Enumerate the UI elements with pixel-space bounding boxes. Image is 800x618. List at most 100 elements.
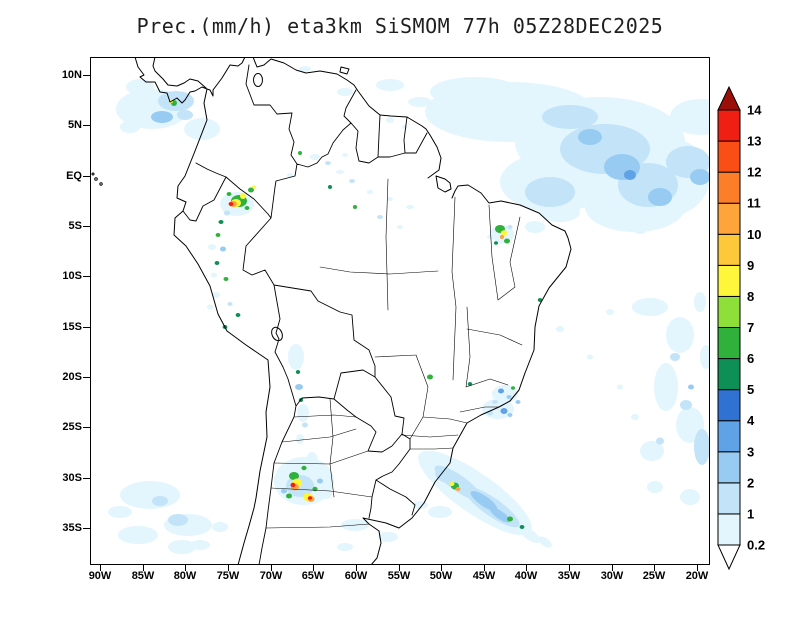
precip-cell [108,506,132,518]
precip-cell [224,211,230,216]
precip-cell [120,481,180,509]
precip-cell [297,404,309,422]
precip-cell [430,77,520,107]
precip-cell [427,375,433,380]
precip-cell [680,400,692,410]
precip-cell [694,429,710,465]
colorbar-level-label: 5 [747,382,754,397]
precip-cell [317,479,323,484]
colorbar-segment [718,328,740,359]
precip-cell [688,385,694,390]
precip-cell [325,161,331,165]
precip-cell [656,438,664,445]
precip-cell [507,517,513,522]
precip-cell [227,192,232,196]
colorbar-level-label: 11 [747,196,761,211]
precip-cell [212,522,228,532]
lon-tick [100,565,101,571]
lake-maracaibo [254,74,263,87]
precip-cell [190,540,210,550]
colorbar-segment [718,296,740,327]
precip-cell [670,353,680,361]
lon-tick [185,565,186,571]
colorbar-level-label: 4 [747,413,755,428]
precip-cell [151,111,173,123]
galapagos-islands [92,173,102,185]
precip-cell [386,117,394,123]
colorbar-segment [718,234,740,265]
precip-cell [494,241,498,245]
precip-cell [240,193,246,199]
colorbar-level-label: 0.2 [747,538,765,553]
precip-cell [207,305,213,310]
lon-tick [356,565,357,571]
lon-tick [612,565,613,571]
lon-tick-label: 50W [423,570,459,582]
precip-cell [328,185,332,189]
map-plot-area [90,57,710,565]
lat-tick [83,528,90,529]
precip-cell [336,170,344,174]
colorbar-segment [718,390,740,421]
precip-cell [520,525,525,529]
precip-cell [229,202,234,206]
precip-cell [556,326,564,332]
precip-cell [208,244,216,250]
lat-tick-label: EQ [46,170,82,182]
lon-tick-label: 80W [167,570,203,582]
precip-cell [281,489,287,494]
lon-tick [441,565,442,571]
lon-tick-label: 30W [594,570,630,582]
precip-cell [301,466,306,470]
precip-cell [353,205,357,209]
precip-cell [296,434,304,444]
colorbar-segment [718,141,740,172]
lat-tick-label: 30S [46,472,82,484]
lon-tick [526,565,527,571]
precip-cell [525,177,575,207]
colorbar-over-arrow [718,87,740,110]
precip-cell [694,292,706,312]
lat-tick-label: 5S [46,220,82,232]
precip-cell [288,344,304,370]
precip-cell [498,389,504,394]
precip-cell [666,317,694,353]
precip-cell [349,179,355,183]
precip-shading-layer [108,66,710,554]
lat-tick-label: 5N [46,119,82,131]
precip-cell [236,313,241,317]
lon-tick [313,565,314,571]
precip-cell [606,309,614,315]
precip-cell [376,79,404,91]
precip-cell [487,235,493,239]
precip-cell [126,79,154,95]
lat-tick [83,327,90,328]
precip-cell [184,118,220,140]
precip-cell [216,233,221,237]
precip-cell [296,370,300,374]
precip-cell [508,413,513,417]
precip-cell [310,154,320,160]
colorbar-level-label: 2 [747,475,754,490]
chart-title: Prec.(mm/h) eta3km SiSMOM 77h 05Z28DEC20… [90,14,710,38]
lon-tick [399,565,400,571]
lat-tick [83,478,90,479]
precip-cell [578,129,602,145]
colorbar-segment [718,452,740,483]
lat-tick-label: 15S [46,321,82,333]
lat-tick [83,226,90,227]
precip-cell [152,496,168,506]
precip-cell [337,543,353,551]
lat-tick [83,176,90,177]
precip-cell [511,386,515,390]
lon-tick [654,565,655,571]
grads-precipitation-chart: Prec.(mm/h) eta3km SiSMOM 77h 05Z28DEC20… [0,0,800,618]
precip-cell [219,220,224,224]
precip-cell [402,125,408,129]
marajo-island [436,176,451,192]
precip-cell [397,225,403,229]
precip-cell [647,481,663,493]
precip-cell [168,514,188,526]
precip-cell [428,506,452,518]
colorbar-level-label: 6 [747,351,754,366]
